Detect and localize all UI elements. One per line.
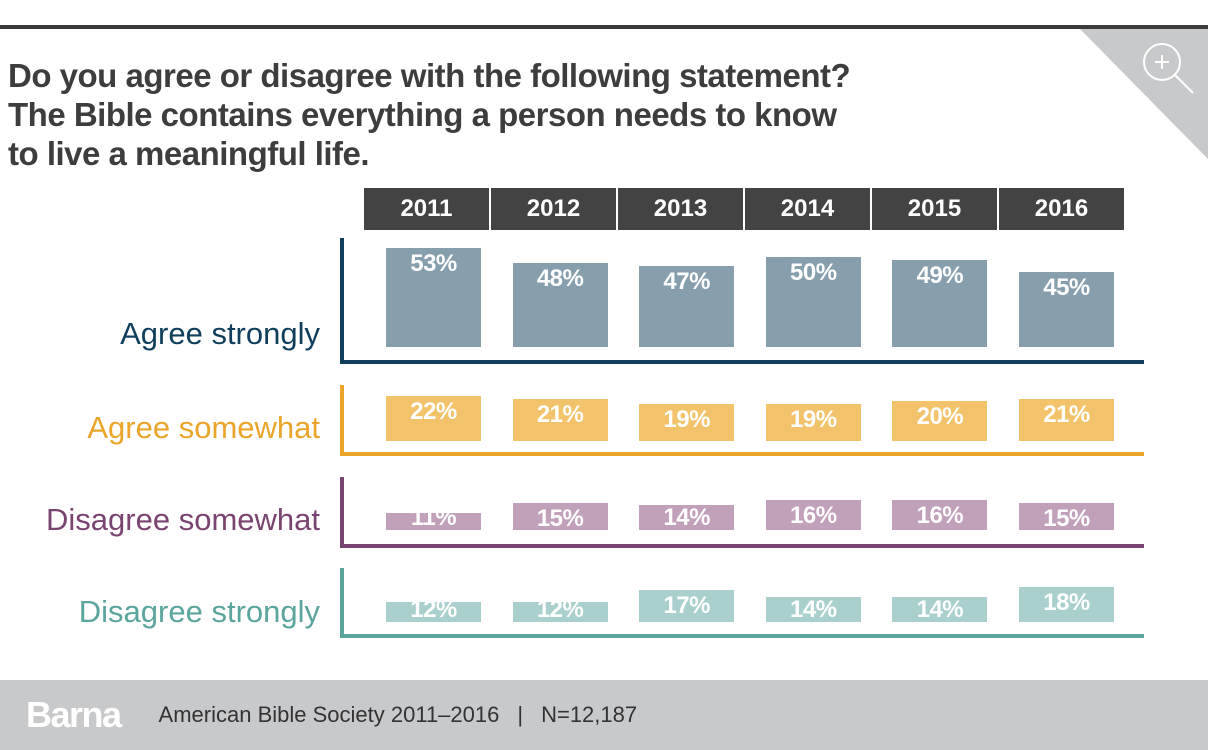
axis-vertical <box>340 568 344 638</box>
bar-value-label: 16% <box>790 502 837 529</box>
corner-tab <box>1080 29 1208 159</box>
bar: 15% <box>1019 502 1114 532</box>
bar: 14% <box>765 596 861 623</box>
source-text: American Bible Society 2011–2016 <box>158 702 500 727</box>
axis-baseline <box>340 452 1144 456</box>
bar: 47% <box>639 266 735 347</box>
bar-value-label: 15% <box>536 504 584 532</box>
zoom-in-button[interactable] <box>1142 42 1196 96</box>
bar-value-label: 20% <box>916 403 964 430</box>
bar: 17% <box>639 589 735 622</box>
bar: 19% <box>765 403 861 441</box>
bar-value-label: 18% <box>1043 589 1090 616</box>
bar: 16% <box>765 500 861 530</box>
year-cell: 2016 <box>999 188 1124 230</box>
bar-value-label: 21% <box>536 400 584 428</box>
bar-value-label: 12% <box>536 596 584 623</box>
bar-value-label: 45% <box>1043 274 1090 301</box>
bar-value-label: 22% <box>410 398 457 425</box>
year-cell: 2015 <box>872 188 997 230</box>
axis-vertical <box>340 385 344 456</box>
bar-value-label: 21% <box>1043 400 1090 428</box>
bar-value-label: 11% <box>410 504 457 531</box>
year-cell: 2011 <box>364 188 489 230</box>
barna-logo: Barna <box>26 694 122 735</box>
bar: 15% <box>512 502 608 532</box>
bar-value-label: 12% <box>410 596 457 623</box>
bar-value-label: 14% <box>916 596 964 623</box>
bar-value-label: 19% <box>790 405 837 433</box>
year-header: 2011 2012 2013 2014 2015 2016 <box>364 188 1126 230</box>
year-cell: 2012 <box>491 188 616 230</box>
bar: 14% <box>892 596 988 623</box>
axis-vertical <box>340 477 344 548</box>
series-label: Agree somewhat <box>87 410 320 445</box>
series-label: Disagree somewhat <box>46 502 320 537</box>
bar-value-label: 17% <box>663 591 710 619</box>
bar: 22% <box>386 396 481 441</box>
bar: 11% <box>386 506 481 530</box>
bar: 19% <box>639 403 735 441</box>
bar-value-label: 16% <box>916 502 964 529</box>
bar: 45% <box>1019 272 1114 347</box>
bar-value-label: 50% <box>790 259 837 286</box>
bar-value-label: 48% <box>536 265 584 292</box>
bar: 16% <box>892 500 988 530</box>
title-line: Do you agree or disagree with the follow… <box>8 57 851 94</box>
bar: 18% <box>1019 587 1114 622</box>
bar: 12% <box>512 598 608 622</box>
title-line: to live a meaningful life. <box>8 135 370 172</box>
series-label: Disagree strongly <box>78 594 320 629</box>
bar: 49% <box>892 260 988 347</box>
top-rule <box>0 25 1208 29</box>
bar-value-label: 14% <box>663 504 710 531</box>
bar: 53% <box>386 248 481 347</box>
bar-value-label: 19% <box>663 405 710 433</box>
axis-baseline <box>340 634 1144 638</box>
bar-value-label: 14% <box>790 596 837 623</box>
footer: Barna American Bible Society 2011–2016 |… <box>0 680 1208 750</box>
year-cell: 2013 <box>618 188 743 230</box>
axis-baseline <box>340 360 1144 364</box>
bar: 20% <box>892 401 988 441</box>
chart-title: Do you agree or disagree with the follow… <box>8 56 1058 173</box>
bar-value-label: 49% <box>916 262 964 289</box>
bar: 12% <box>386 598 481 622</box>
bar-value-label: 15% <box>1043 504 1090 532</box>
footer-separator: | <box>517 702 524 727</box>
title-line: The Bible contains everything a person n… <box>8 96 837 133</box>
bar-value-label: 47% <box>663 268 710 295</box>
bar: 48% <box>512 263 608 347</box>
sample-size: N=12,187 <box>541 702 638 727</box>
bar: 21% <box>512 398 608 441</box>
axis-vertical <box>340 238 344 364</box>
bar: 21% <box>1019 398 1114 441</box>
year-cell: 2014 <box>745 188 870 230</box>
zoom-in-icon <box>1143 43 1194 94</box>
axis-baseline <box>340 544 1144 548</box>
series-label: Agree strongly <box>120 316 320 351</box>
bar-value-label: 53% <box>410 250 457 277</box>
bar: 50% <box>765 257 861 347</box>
bar: 14% <box>639 504 735 531</box>
